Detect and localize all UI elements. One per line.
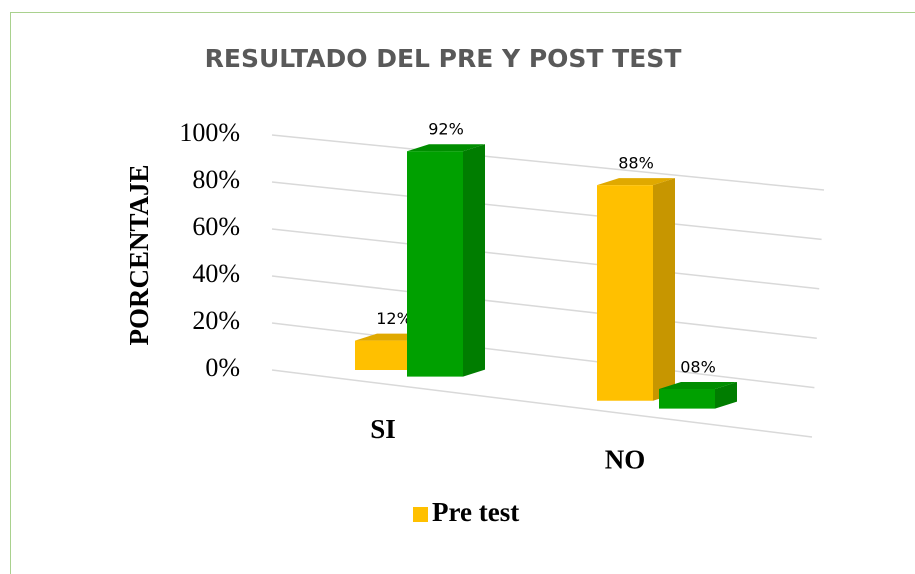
x-tick-label: SI <box>370 414 396 444</box>
data-label: 92% <box>428 120 464 139</box>
y-tick-label: 60% <box>192 212 240 241</box>
bar-top <box>407 144 485 152</box>
y-tick-label: 0% <box>205 353 240 382</box>
bar-top <box>597 178 675 186</box>
bar <box>659 389 715 409</box>
grid-line <box>271 228 820 290</box>
bar <box>597 185 653 401</box>
y-tick-label: 100% <box>179 118 240 147</box>
y-tick-label: 20% <box>192 306 240 335</box>
legend-swatch <box>413 507 428 522</box>
grid-line <box>271 134 825 191</box>
bar <box>355 340 411 370</box>
x-tick-label: NO <box>605 444 646 474</box>
grid-line <box>271 369 813 438</box>
bar <box>407 151 463 377</box>
data-label: 12% <box>376 309 412 328</box>
grid-line <box>271 275 817 339</box>
y-tick-label: 40% <box>192 259 240 288</box>
grid-line <box>271 322 815 389</box>
bar-side <box>653 178 675 401</box>
data-label: 08% <box>680 358 716 377</box>
legend-label: Pre test <box>432 497 519 527</box>
chart-title: RESULTADO DEL PRE Y POST TEST <box>205 44 682 73</box>
data-label: 88% <box>618 154 654 173</box>
bar-side <box>715 382 737 409</box>
bar-side <box>463 144 485 377</box>
grid-line <box>271 181 822 241</box>
y-axis-label: PORCENTAJE <box>124 164 154 345</box>
bar-top <box>659 382 737 390</box>
y-tick-label: 80% <box>192 165 240 194</box>
